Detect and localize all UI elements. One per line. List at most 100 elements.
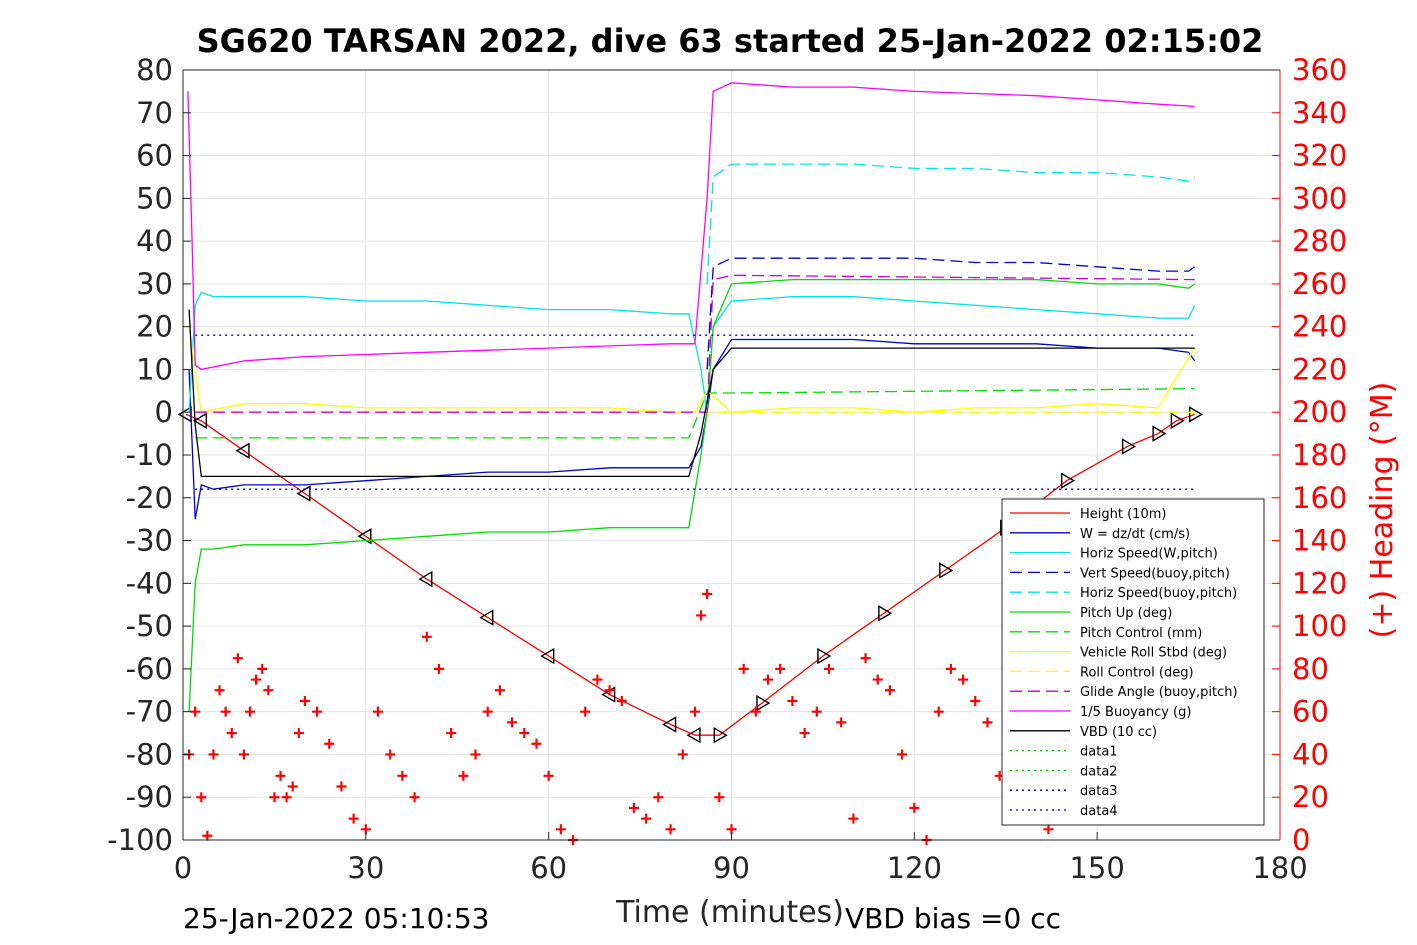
heading-point xyxy=(190,706,201,717)
heading-point xyxy=(604,685,615,696)
y-left-tick-label: -40 xyxy=(126,566,173,600)
depth-sample-marker xyxy=(756,694,771,712)
heading-point xyxy=(196,792,207,803)
heading-point xyxy=(555,824,566,835)
heading-point xyxy=(860,653,871,664)
depth-sample-marker xyxy=(1121,438,1137,455)
heading-point xyxy=(397,770,408,781)
heading-point xyxy=(433,663,444,674)
legend-entry-label: Roll Control (deg) xyxy=(1080,665,1194,680)
y-right-tick-label: 20 xyxy=(1292,780,1329,814)
heading-point xyxy=(665,824,676,835)
x-tick-label: 90 xyxy=(713,851,750,885)
heading-point xyxy=(251,674,262,685)
y-right-tick-label: 300 xyxy=(1292,181,1347,215)
heading-point xyxy=(543,770,554,781)
y-right-tick-label: 280 xyxy=(1292,224,1347,258)
y-left-tick-label: 50 xyxy=(136,181,173,215)
y-left-tick-label: -70 xyxy=(126,695,173,729)
y-left-tick-label: 80 xyxy=(136,53,173,87)
heading-point xyxy=(409,792,420,803)
heading-point xyxy=(482,706,493,717)
y-right-tick-label: 40 xyxy=(1292,737,1329,771)
x-tick-label: 60 xyxy=(530,851,567,885)
heading-point xyxy=(226,728,237,739)
y-right-tick-label: 100 xyxy=(1292,609,1347,643)
heading-point xyxy=(214,685,225,696)
heading-point xyxy=(202,830,213,841)
depth-sample-marker xyxy=(479,609,494,626)
depth-sample-marker xyxy=(878,605,893,622)
heading-point xyxy=(519,728,530,739)
y-right-tick-label: 140 xyxy=(1292,524,1347,558)
y-left-tick-label: -50 xyxy=(126,609,173,643)
depth-sample-marker xyxy=(686,726,701,744)
heading-point xyxy=(531,738,542,749)
heading-point xyxy=(982,717,993,728)
heading-point xyxy=(641,813,652,824)
heading-point xyxy=(385,749,396,760)
heading-point xyxy=(324,738,335,749)
heading-point xyxy=(848,813,859,824)
x-tick-label: 120 xyxy=(887,851,942,885)
heading-point xyxy=(909,802,920,813)
y-left-tick-label: 30 xyxy=(136,267,173,301)
y-right-tick-label: 60 xyxy=(1292,695,1329,729)
series-line-9 xyxy=(195,274,1195,413)
heading-point xyxy=(287,781,298,792)
legend-entry-label: data2 xyxy=(1080,764,1118,779)
y-right-tick-label: 360 xyxy=(1292,53,1347,87)
heading-point xyxy=(580,706,591,717)
heading-point xyxy=(275,770,286,781)
heading-point xyxy=(884,685,895,696)
y-right-tick-label: 80 xyxy=(1292,652,1329,686)
y-left-tick-label: 10 xyxy=(136,352,173,386)
series-line-10 xyxy=(187,82,1195,371)
y-left-tick-label: -90 xyxy=(126,780,173,814)
y-right-tick-label: 240 xyxy=(1292,310,1347,344)
x-tick-label: 0 xyxy=(174,851,192,885)
heading-point xyxy=(616,695,627,706)
heading-point xyxy=(836,717,847,728)
heading-point xyxy=(702,589,713,600)
heading-point xyxy=(281,792,292,803)
legend-entry-label: W = dz/dt (cm/s) xyxy=(1080,527,1190,542)
legend-box xyxy=(1001,498,1265,826)
y-left-tick-label: 20 xyxy=(136,310,173,344)
heading-point xyxy=(714,792,725,803)
legend-entry-label: data4 xyxy=(1080,804,1118,819)
legend-entry-label: Glide Angle (buoy,pitch) xyxy=(1080,685,1238,700)
y-right-tick-label: 0 xyxy=(1292,823,1310,857)
depth-sample-marker xyxy=(939,562,954,579)
y-right-tick-label: 200 xyxy=(1292,395,1347,429)
y-left-tick-label: 40 xyxy=(136,224,173,258)
y-left-tick-label: -20 xyxy=(126,481,173,515)
x-tick-label: 30 xyxy=(347,851,384,885)
heading-point xyxy=(220,706,231,717)
depth-sample-marker xyxy=(817,647,832,665)
heading-point xyxy=(348,813,359,824)
legend-entry-label: data1 xyxy=(1080,745,1118,760)
axes: 0 30 60 90 120 150 18080706050403020100-10-20-… xyxy=(107,53,1347,885)
heading-point xyxy=(689,706,700,717)
y-left-tick-label: -10 xyxy=(126,438,173,472)
heading-point xyxy=(421,631,432,642)
y-right-tick-label: 120 xyxy=(1292,566,1347,600)
heading-point xyxy=(958,674,969,685)
heading-point xyxy=(245,706,256,717)
y-left-tick-label: -100 xyxy=(107,823,173,857)
heading-point xyxy=(263,685,274,696)
legend-entry-label: Pitch Up (deg) xyxy=(1080,606,1172,621)
legend-entry-label: data3 xyxy=(1080,784,1118,799)
y-left-tick-label: 0 xyxy=(155,395,173,429)
heading-point xyxy=(446,728,457,739)
heading-point xyxy=(257,663,268,674)
series-line-4 xyxy=(706,163,1196,284)
series-line-7 xyxy=(188,326,1196,413)
y-left-tick-label: -60 xyxy=(126,652,173,686)
heading-point xyxy=(592,674,603,685)
heading-point xyxy=(799,728,810,739)
chart-title: SG620 TARSAN 2022, dive 63 started 25-Ja… xyxy=(197,22,1264,60)
depth-sample-marker xyxy=(1188,406,1204,423)
